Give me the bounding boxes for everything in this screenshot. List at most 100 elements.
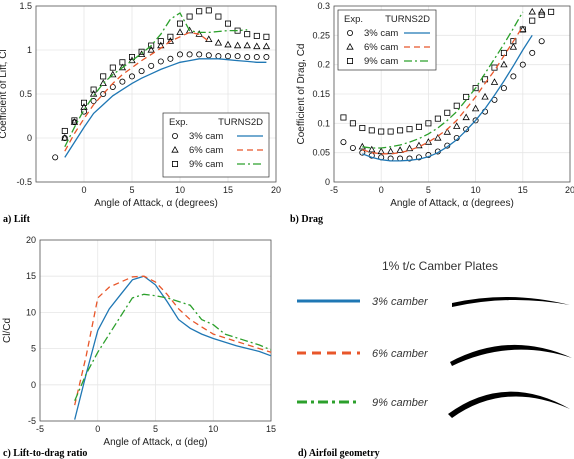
drag-exp-marker-6-cam (490, 78, 499, 85)
lift-exp-marker-6-cam (70, 118, 79, 125)
drag-exp-marker-3-cam (500, 85, 507, 92)
lift-legend-box (162, 112, 270, 178)
drag-exp-marker-6-cam (368, 145, 376, 153)
lift-legend-marker (171, 132, 178, 139)
lift-exp-marker-6-cam (109, 70, 117, 78)
lift-x-tick-label: 5 (129, 185, 134, 195)
lift-exp-marker-3-cam (263, 54, 270, 61)
ld-x-tick-label: 15 (266, 424, 276, 434)
drag-exp-marker-9-cam (529, 17, 536, 24)
airfoil-3-camber (452, 296, 570, 307)
ld-y-tick-label: 20 (26, 235, 36, 245)
drag-exp-marker-6-cam (500, 60, 508, 68)
lift-line-9-cam (64, 12, 248, 148)
drag-exp-marker-6-cam (462, 113, 470, 121)
lift-legend-marker (171, 160, 178, 167)
legend-label-9-camber: 9% camber (372, 397, 429, 409)
drag-legend-box (337, 9, 437, 71)
lift-y-axis-label: Coefficient of Lift, Cl (0, 49, 9, 138)
airfoil-geometry-panel: 1% t/c Camber Plates 3% camber 6% camber… (297, 259, 572, 418)
lift-to-drag-chart: -5 0 5 10 15 -5 0 5 10 15 20 Angle of Attack, α (de… (2, 235, 276, 448)
lift-exp-marker-9-cam (176, 20, 183, 27)
legend-label-6-camber: 6% camber (372, 348, 429, 360)
drag-exp-marker-6-cam (471, 104, 480, 112)
lift-exp-marker-9-cam (100, 73, 107, 80)
lift-exp-marker-9-cam (148, 42, 155, 49)
lift-exp-marker-3-cam (100, 91, 107, 98)
drag-exp-marker-3-cam (510, 73, 517, 80)
lift-exp-marker-6-cam (147, 45, 155, 53)
drag-exp-marker-9-cam (406, 126, 413, 133)
drag-exp-marker-9-cam (349, 120, 356, 127)
lift-exp-marker-9-cam (224, 20, 231, 27)
lift-exp-marker-6-cam (166, 37, 175, 44)
drag-exp-marker-3-cam (463, 126, 470, 133)
lift-frame (35, 5, 277, 183)
ld-line-6-camber (74, 275, 272, 406)
drag-exp-marker-9-cam (434, 115, 441, 122)
lift-exp-marker-9-cam (167, 33, 174, 40)
lift-exp-marker-9-cam (119, 59, 126, 66)
lift-exp-marker-6-cam (224, 40, 232, 48)
lift-exp-marker-3-cam (128, 73, 135, 80)
lift-exp-marker-6-cam (176, 28, 184, 35)
drag-exp-marker-3-cam (519, 61, 526, 68)
drag-exp-marker-6-cam (528, 7, 536, 15)
drag-y-tick-label: 0.2 (317, 60, 330, 70)
lift-legend-label: 3% cam (189, 131, 223, 142)
lift-exp-marker-6-cam (214, 38, 223, 46)
lift-exp-marker-9-cam (157, 38, 164, 45)
drag-exp-marker-9-cam (359, 125, 366, 132)
drag-y-tick-label: 0.3 (317, 1, 330, 11)
drag-exp-marker-3-cam (349, 144, 356, 151)
ld-x-axis-label: Angle of Attack, α (deg) (103, 437, 207, 448)
drag-x-tick-label: 10 (471, 185, 481, 195)
lift-exp-marker-6-cam (243, 41, 251, 49)
drag-exp-marker-3-cam (415, 154, 422, 161)
lift-y-tick-label: -0.5 (16, 177, 32, 187)
drag-exp-marker-9-cam (453, 102, 460, 109)
ld-frame (39, 239, 272, 422)
airfoil-caption: d) Airfoil geometry (298, 448, 380, 459)
lift-exp-marker-9-cam (215, 13, 222, 20)
drag-x-axis-label: Angle of Attack, α (degrees) (390, 198, 514, 209)
lift-exp-marker-6-cam (137, 50, 146, 57)
ld-x-tick-label: 10 (208, 424, 218, 434)
lift-exp-marker-9-cam (61, 127, 68, 134)
drag-legend-label: 6% cam (364, 42, 398, 53)
lift-exp-marker-3-cam (157, 58, 164, 65)
drag-y-axis-label: Coefficient of Drag, Cd (296, 44, 307, 145)
drag-x-tick-label: 20 (565, 185, 574, 195)
airfoil-9-camber (448, 391, 570, 418)
ld-y-axis-label: Cl/Cd (2, 318, 13, 343)
ld-y-tick-label: 15 (26, 271, 36, 281)
airfoil-title: 1% t/c Camber Plates (382, 259, 498, 273)
drag-x-tick-label: 15 (518, 185, 528, 195)
drag-exp-marker-3-cam (406, 155, 413, 162)
drag-y-tick-label: 0.15 (312, 89, 330, 99)
lift-y-tick-label: 0 (27, 133, 32, 143)
airfoil-6-camber (450, 344, 572, 366)
drag-exp-marker-6-cam (509, 43, 518, 50)
lift-exp-marker-3-cam (234, 53, 241, 60)
drag-exp-marker-3-cam (538, 38, 545, 45)
lift-exp-marker-9-cam (263, 33, 270, 40)
lift-legend-header-exp: Exp. (169, 117, 188, 128)
lift-exp-marker-9-cam (196, 8, 203, 15)
drag-exp-marker-9-cam (538, 11, 545, 18)
lift-exp-marker-3-cam (52, 154, 59, 161)
legend-label-3-camber: 3% camber (372, 296, 429, 308)
lift-exp-marker-3-cam (196, 51, 203, 58)
drag-exp-marker-6-cam (396, 146, 404, 153)
lift-exp-marker-6-cam (80, 103, 88, 110)
drag-exp-marker-6-cam (453, 122, 461, 129)
drag-exp-marker-6-cam (415, 141, 423, 149)
lift-exp-marker-3-cam (138, 68, 145, 75)
lift-exp-marker-6-cam (253, 42, 261, 50)
lift-y-tick-label: 1 (27, 45, 32, 55)
drag-exp-marker-9-cam (368, 127, 375, 134)
drag-exp-marker-9-cam (397, 127, 404, 134)
drag-y-tick-label: 0.05 (312, 148, 330, 158)
lift-exp-marker-6-cam (89, 89, 98, 97)
ld-x-tick-label: 0 (95, 424, 100, 434)
